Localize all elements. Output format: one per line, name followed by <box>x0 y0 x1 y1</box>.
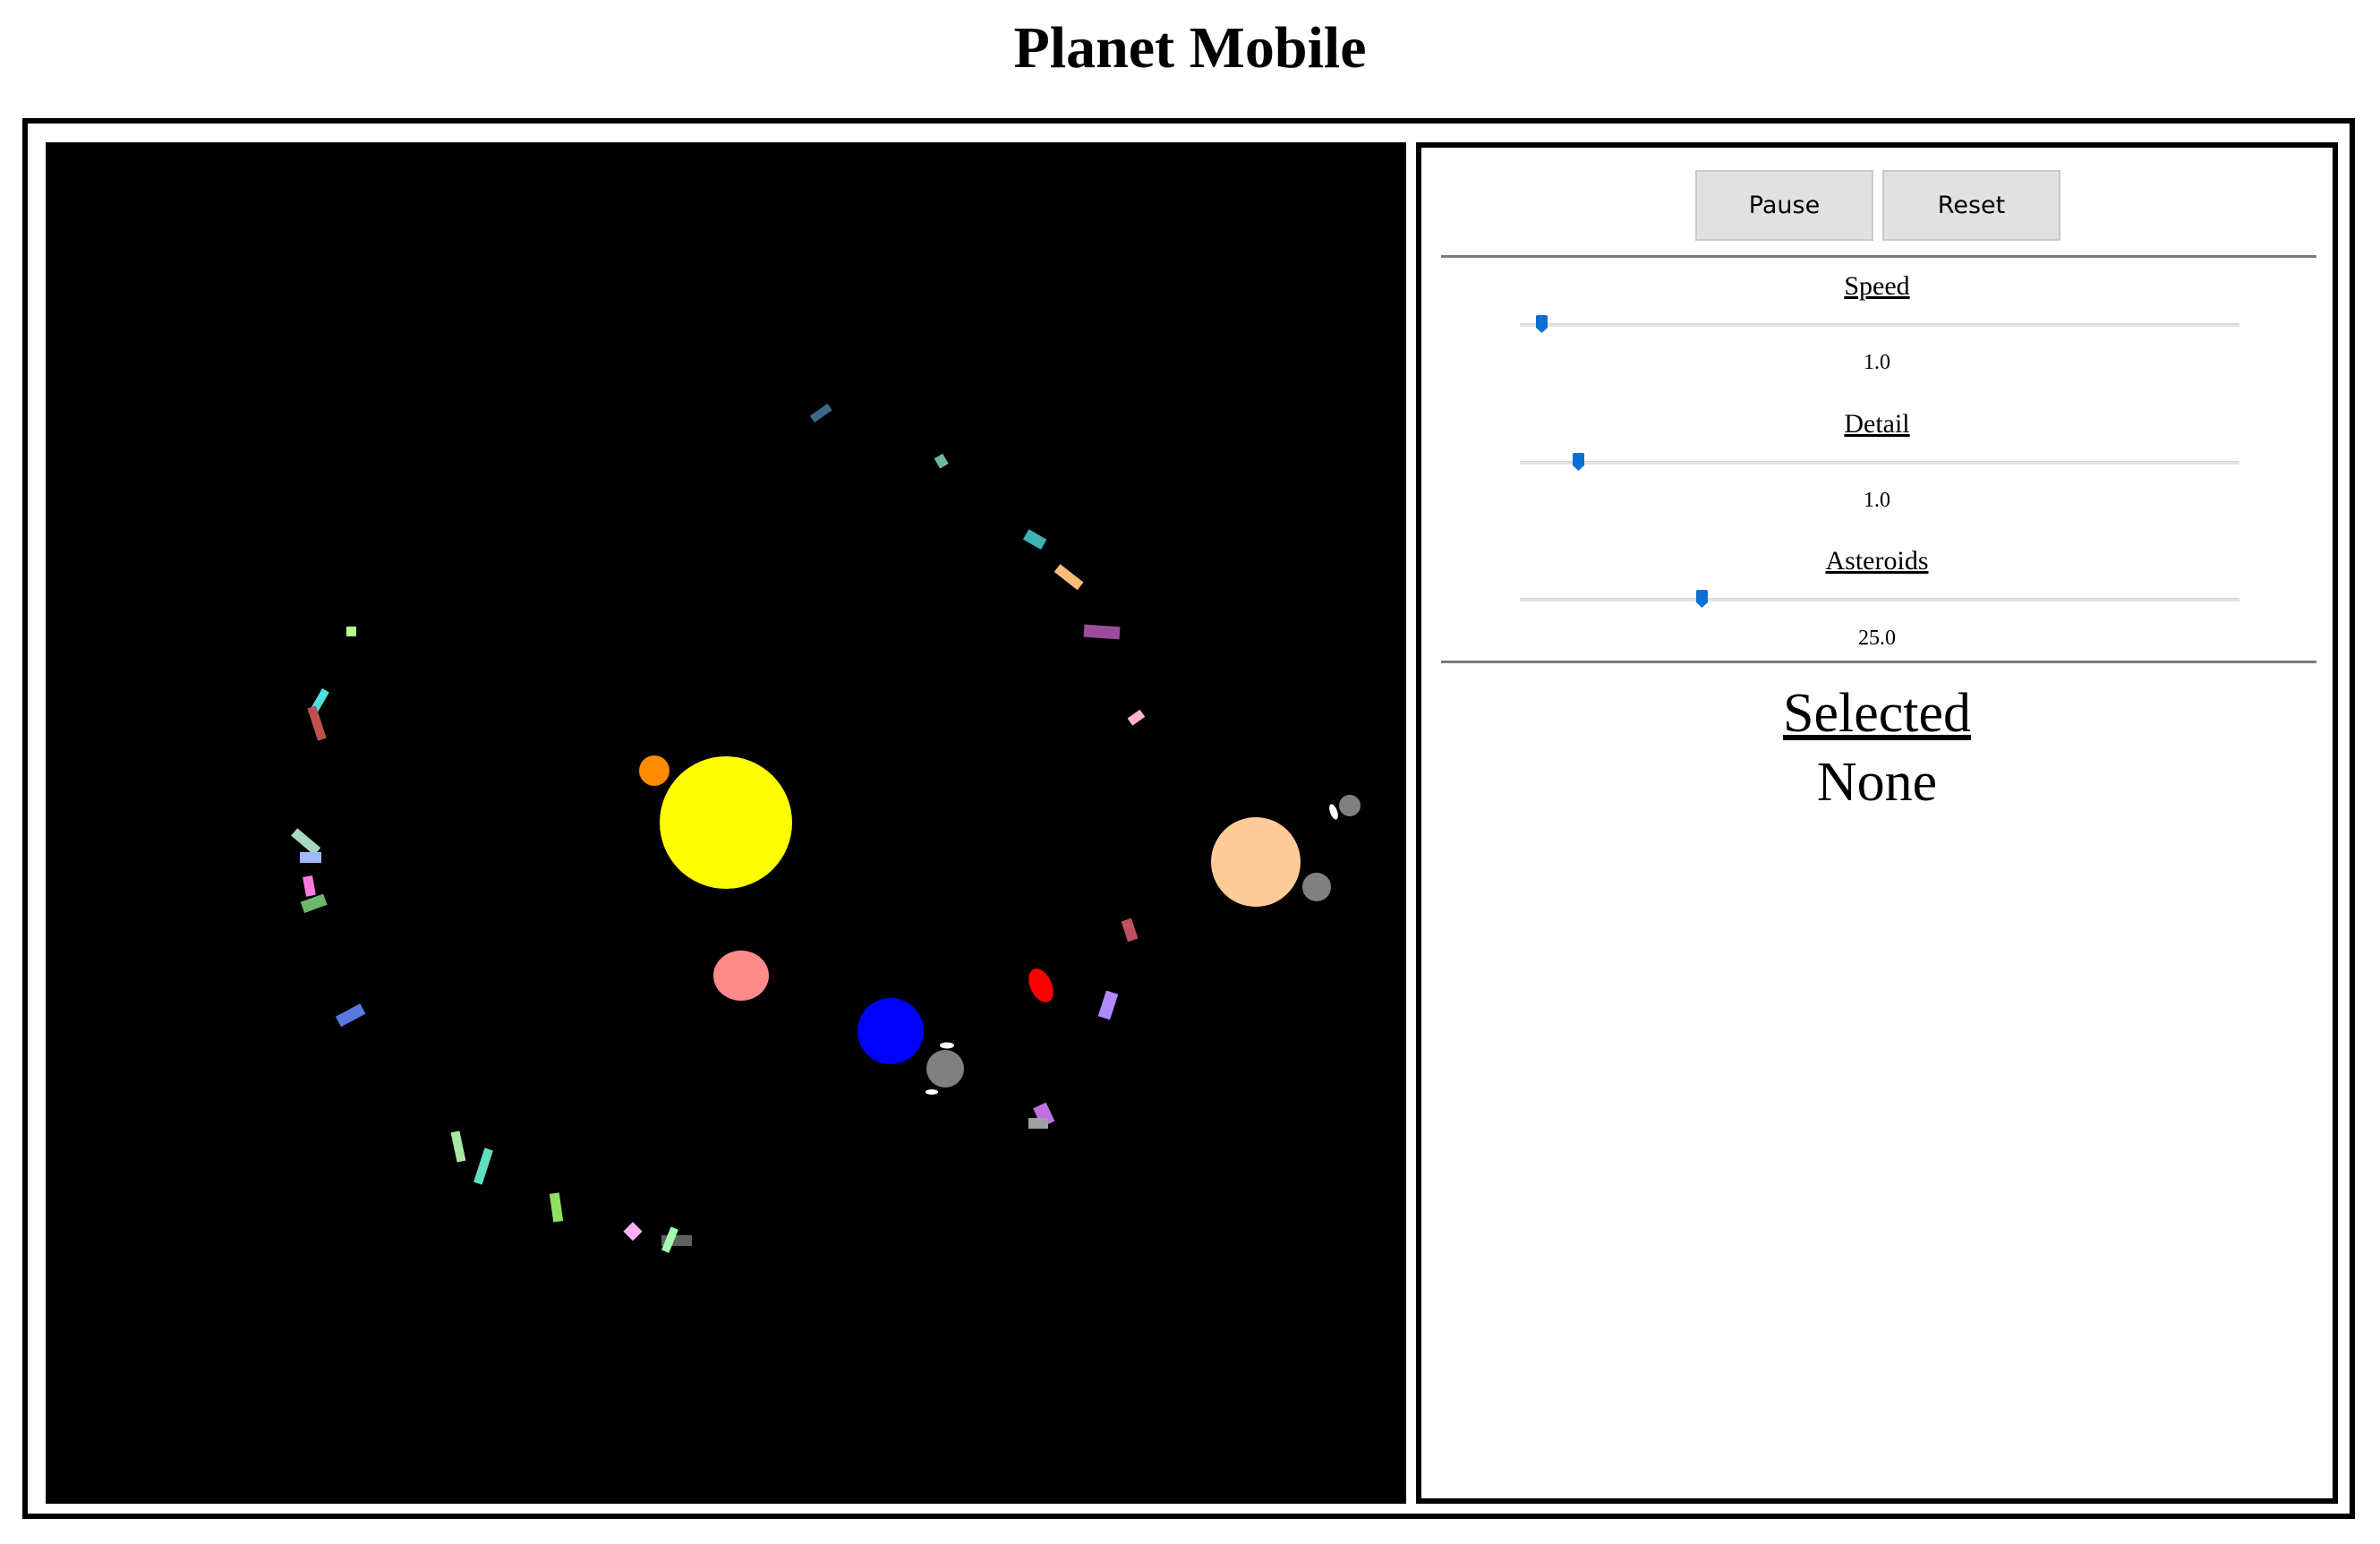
reset-button[interactable]: Reset <box>1882 170 2060 241</box>
asteroid[interactable] <box>307 705 327 741</box>
asteroids-value: 25.0 <box>1858 627 1896 650</box>
speed-value: 1.0 <box>1864 351 1890 374</box>
speed-slider-thumb[interactable] <box>1536 315 1548 333</box>
asteroid[interactable] <box>346 627 356 636</box>
pink-planet[interactable] <box>713 951 769 1001</box>
gray-moon[interactable] <box>1302 873 1331 901</box>
selected-value: None <box>1816 752 1938 813</box>
page-title: Planet Mobile <box>1013 15 1367 81</box>
app-frame <box>22 118 2355 1519</box>
detail-label: Detail <box>1844 409 1910 439</box>
selected-heading: Selected <box>1782 683 1971 744</box>
speed-slider[interactable] <box>1520 315 2239 333</box>
divider <box>1441 255 2316 258</box>
white-moon[interactable] <box>926 1089 938 1095</box>
divider <box>1441 661 2316 663</box>
detail-slider[interactable] <box>1520 453 2239 471</box>
asteroid[interactable] <box>1033 1102 1055 1128</box>
white-moon[interactable] <box>940 1042 954 1049</box>
asteroids-label: Asteroids <box>1825 546 1929 576</box>
solar-system-canvas[interactable] <box>46 142 1406 1504</box>
asteroid[interactable] <box>934 453 949 469</box>
pause-button[interactable]: Pause <box>1695 170 1873 241</box>
sun[interactable] <box>660 756 792 889</box>
asteroid[interactable] <box>1127 709 1146 726</box>
asteroid[interactable] <box>1083 624 1121 640</box>
peach-planet[interactable] <box>1211 817 1301 907</box>
blue-planet[interactable] <box>857 998 924 1064</box>
asteroid[interactable] <box>549 1192 564 1223</box>
asteroid[interactable] <box>335 1003 366 1028</box>
detail-value: 1.0 <box>1864 489 1890 512</box>
asteroid[interactable] <box>300 852 321 863</box>
white-moon[interactable] <box>1327 803 1340 821</box>
gray-moon[interactable] <box>926 1050 964 1088</box>
asteroid[interactable] <box>1121 917 1139 943</box>
asteroid[interactable] <box>450 1130 466 1163</box>
detail-slider-thumb[interactable] <box>1573 453 1584 471</box>
asteroid[interactable] <box>1097 990 1119 1020</box>
asteroid[interactable] <box>661 1226 678 1253</box>
asteroid[interactable] <box>1028 1118 1048 1129</box>
asteroid[interactable] <box>809 403 832 422</box>
asteroid[interactable] <box>291 828 321 856</box>
control-panel: Pause Reset Speed 1.0 Detail 1.0 Asteroi… <box>1416 142 2338 1504</box>
orange-planet[interactable] <box>639 755 670 786</box>
speed-label: Speed <box>1844 271 1910 301</box>
gray-moon[interactable] <box>1339 795 1361 816</box>
asteroid[interactable] <box>473 1147 493 1185</box>
asteroid[interactable] <box>1022 529 1047 550</box>
asteroid[interactable] <box>303 875 316 897</box>
red-planet[interactable] <box>1024 965 1059 1006</box>
asteroid[interactable] <box>1054 564 1084 591</box>
asteroids-slider-thumb[interactable] <box>1696 590 1708 608</box>
asteroid[interactable] <box>623 1222 643 1241</box>
asteroids-slider[interactable] <box>1520 590 2239 608</box>
asteroid[interactable] <box>300 893 328 914</box>
